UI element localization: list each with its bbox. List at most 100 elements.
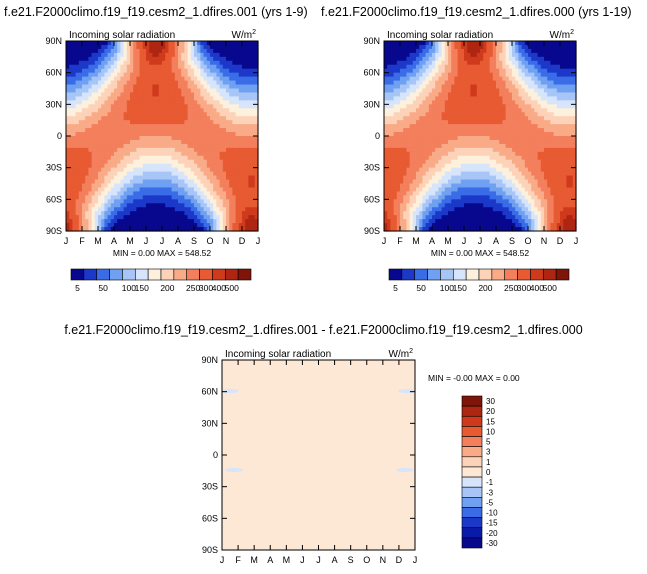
panel-1-cell — [114, 56, 118, 62]
panel-1-cell — [203, 41, 208, 46]
panel-1-cell — [181, 96, 185, 101]
panel-1-cell — [117, 215, 121, 220]
panel-2-cell — [467, 112, 471, 117]
panel-1-cell — [165, 151, 169, 157]
panel-2-cell — [425, 104, 430, 109]
panel-2-cell — [454, 48, 459, 54]
panel-1-cell — [168, 68, 173, 74]
panel-1-cell — [194, 163, 198, 169]
panel-2-cell — [483, 88, 487, 94]
panel-1-cell — [251, 96, 256, 101]
panel-2-cell — [419, 116, 423, 121]
panel-2-cell — [419, 151, 423, 157]
panel-1-cell — [98, 211, 102, 216]
panel-1-cell — [104, 124, 109, 129]
panel-1-cell — [142, 139, 147, 145]
panel-2-cell — [502, 104, 507, 109]
panel-1-cell — [165, 68, 169, 74]
panel-1-cell — [178, 68, 182, 74]
panel-2-cell — [560, 143, 564, 149]
panel-1-cell — [146, 100, 150, 105]
panel-2-cell — [454, 76, 459, 82]
panel-1-cell — [66, 60, 70, 66]
panel-1-cell — [107, 132, 112, 137]
panel-1-cell — [181, 171, 185, 177]
panel-2-cell — [467, 128, 471, 133]
panel-1-cell — [136, 41, 141, 46]
panel-2-cell — [419, 68, 423, 74]
panel-1-cell — [72, 175, 77, 181]
panel-2-cell — [569, 159, 574, 165]
panel-1-cell — [254, 215, 259, 220]
panel-1-cell — [120, 223, 125, 228]
panel-2-cell — [499, 116, 503, 121]
panel-2-cell — [406, 68, 411, 74]
panel-1-cell — [158, 195, 163, 200]
panel-1-cell — [216, 116, 221, 121]
panel-1-cell — [152, 155, 157, 161]
panel-1-cell — [82, 187, 86, 193]
panel-2-cell — [470, 92, 475, 98]
panel-1-cell — [174, 108, 179, 113]
panel-1-cell — [88, 52, 93, 58]
panel-1-cell — [152, 159, 157, 165]
panel-1-cell — [168, 104, 173, 109]
panel-1-xtick-label: M — [94, 236, 102, 246]
panel-2-cell — [524, 96, 529, 101]
panel-2-cell — [550, 136, 555, 141]
panel-1-cell — [152, 143, 157, 149]
panel-1-cell — [235, 187, 240, 193]
panel-1-cell — [98, 60, 102, 66]
panel-2-cell — [489, 104, 494, 109]
panel-2-cell — [438, 64, 443, 70]
panel-1-cell — [123, 167, 128, 173]
panel-2-cell — [524, 48, 529, 54]
panel-1-cell — [222, 191, 227, 196]
panel-2-cell — [419, 139, 423, 145]
panel-1-cell — [168, 80, 173, 86]
panel-1-cell — [222, 41, 227, 46]
panel-1-cell — [206, 80, 211, 86]
panel-1-cell — [238, 104, 243, 109]
panel-2-cell — [390, 128, 395, 133]
panel-2-cell — [572, 151, 577, 157]
panel-1-cell — [133, 60, 137, 66]
panel-2-cell — [454, 139, 459, 145]
panel-2-cell — [393, 171, 398, 177]
panel-2-cell — [480, 171, 484, 177]
panel-2-cell — [451, 52, 455, 58]
panel-2-cell — [540, 44, 545, 50]
panel-1-cell — [98, 143, 102, 149]
panel-1-cell — [213, 100, 217, 105]
panel-1-cell — [120, 44, 125, 50]
panel-2-cell — [508, 155, 513, 161]
panel-1-cell — [200, 219, 205, 224]
panel-2-cell — [499, 108, 503, 113]
panel-1-cell — [85, 139, 89, 145]
panel-1-cell — [210, 112, 214, 117]
panel-1-cell — [162, 207, 166, 212]
panel-1-cell — [162, 84, 166, 90]
panel-1-cell — [123, 108, 128, 113]
panel-2-cell — [502, 139, 507, 145]
panel-1-cell — [181, 76, 185, 82]
panel-2-cell — [387, 72, 391, 78]
panel-1-cell — [149, 116, 153, 121]
panel-1-cell — [235, 171, 240, 177]
panel-2-cell — [563, 76, 567, 82]
panel-1-cell — [126, 76, 131, 82]
panel-2-cell — [416, 100, 420, 105]
panel-1-cell — [136, 64, 141, 70]
panel-1-cell — [117, 112, 121, 117]
panel-1-cell — [219, 219, 224, 224]
panel-1-cell — [75, 136, 80, 141]
panel-2-cell — [502, 124, 507, 129]
panel-1-cell — [194, 219, 198, 224]
panel-1-cell — [245, 155, 249, 161]
panel-2-cell — [460, 116, 465, 121]
panel-2-cell — [563, 64, 567, 70]
panel-2-cell — [412, 72, 417, 78]
panel-2-cell — [521, 68, 526, 74]
panel-2-cell — [566, 48, 571, 54]
panel-2-cell — [499, 124, 503, 129]
